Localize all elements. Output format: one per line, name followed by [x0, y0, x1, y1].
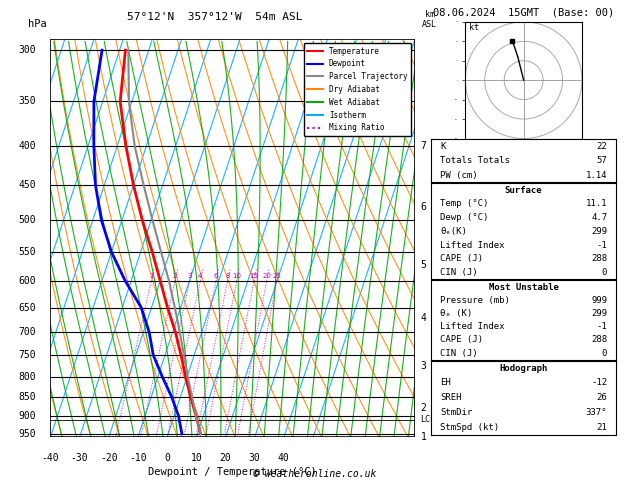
Text: Dewp (°C): Dewp (°C): [440, 213, 489, 222]
Text: ♥: ♥: [418, 329, 425, 335]
Text: 10: 10: [232, 273, 242, 279]
Text: CAPE (J): CAPE (J): [440, 335, 483, 345]
Text: 288: 288: [591, 335, 607, 345]
Text: 15: 15: [250, 273, 259, 279]
Text: Totals Totals: Totals Totals: [440, 156, 510, 165]
Text: 21: 21: [596, 423, 607, 432]
Text: Temp (°C): Temp (°C): [440, 199, 489, 208]
Text: ♥: ♥: [418, 431, 425, 437]
Text: hPa: hPa: [28, 19, 47, 29]
Text: θₑ(K): θₑ(K): [440, 227, 467, 236]
Text: StmSpd (kt): StmSpd (kt): [440, 423, 499, 432]
Text: Lifted Index: Lifted Index: [440, 322, 504, 331]
Text: 300: 300: [18, 45, 36, 55]
Text: 337°: 337°: [586, 408, 607, 417]
Text: 5: 5: [421, 260, 426, 270]
Text: 3: 3: [421, 361, 426, 371]
Text: PW (cm): PW (cm): [440, 171, 478, 180]
Text: Surface: Surface: [505, 186, 542, 194]
Text: 1: 1: [149, 273, 153, 279]
Text: Hodograph: Hodograph: [499, 364, 548, 373]
Text: 550: 550: [18, 247, 36, 257]
Text: -30: -30: [70, 453, 88, 463]
Text: SREH: SREH: [440, 393, 462, 402]
Text: ♥: ♥: [418, 374, 425, 380]
Text: Most Unstable: Most Unstable: [489, 282, 559, 292]
Text: -1: -1: [596, 241, 607, 250]
Text: 0: 0: [164, 453, 170, 463]
Text: 0: 0: [602, 268, 607, 277]
Text: 999: 999: [591, 295, 607, 305]
Text: 2: 2: [173, 273, 177, 279]
Text: K: K: [440, 142, 445, 151]
Text: 1.14: 1.14: [586, 171, 607, 180]
Text: 299: 299: [591, 309, 607, 318]
Text: 20: 20: [262, 273, 271, 279]
Text: 299: 299: [591, 227, 607, 236]
Text: 11.1: 11.1: [586, 199, 607, 208]
Text: 3: 3: [187, 273, 192, 279]
Text: 700: 700: [18, 327, 36, 337]
Text: CAPE (J): CAPE (J): [440, 254, 483, 263]
Text: 500: 500: [18, 215, 36, 225]
Text: 850: 850: [18, 392, 36, 402]
Text: Pressure (mb): Pressure (mb): [440, 295, 510, 305]
Text: ♥: ♥: [418, 394, 425, 400]
Text: 350: 350: [18, 97, 36, 106]
Text: © weatheronline.co.uk: © weatheronline.co.uk: [253, 469, 376, 479]
Text: 08.06.2024  15GMT  (Base: 00): 08.06.2024 15GMT (Base: 00): [433, 7, 615, 17]
Text: CIN (J): CIN (J): [440, 348, 478, 358]
Text: 288: 288: [591, 254, 607, 263]
Text: θₑ (K): θₑ (K): [440, 309, 472, 318]
Text: 450: 450: [18, 180, 36, 190]
Text: 26: 26: [596, 393, 607, 402]
Text: 20: 20: [220, 453, 231, 463]
Text: 4: 4: [421, 312, 426, 323]
Legend: Temperature, Dewpoint, Parcel Trajectory, Dry Adiabat, Wet Adiabat, Isotherm, Mi: Temperature, Dewpoint, Parcel Trajectory…: [304, 43, 411, 136]
Text: 6: 6: [421, 202, 426, 211]
Text: 8: 8: [225, 273, 230, 279]
Text: LCL: LCL: [421, 415, 436, 424]
Text: -20: -20: [100, 453, 118, 463]
Text: km
ASL: km ASL: [422, 10, 437, 29]
Text: 40: 40: [278, 453, 290, 463]
Text: 600: 600: [18, 276, 36, 286]
Text: 6: 6: [214, 273, 218, 279]
Text: Mixing Ratio (g/kg): Mixing Ratio (g/kg): [443, 187, 452, 289]
Text: -40: -40: [42, 453, 59, 463]
Text: 57°12'N  357°12'W  54m ASL: 57°12'N 357°12'W 54m ASL: [126, 12, 303, 22]
Text: CIN (J): CIN (J): [440, 268, 478, 277]
Text: 57: 57: [596, 156, 607, 165]
Text: 950: 950: [18, 429, 36, 439]
Text: 2: 2: [421, 403, 426, 414]
Text: -12: -12: [591, 379, 607, 387]
Text: 4: 4: [198, 273, 203, 279]
Text: 400: 400: [18, 141, 36, 151]
Text: ♥: ♥: [418, 47, 425, 53]
Text: 10: 10: [191, 453, 202, 463]
Text: ♥: ♥: [418, 413, 425, 419]
Text: EH: EH: [440, 379, 451, 387]
Text: Dewpoint / Temperature (°C): Dewpoint / Temperature (°C): [148, 468, 317, 477]
Text: 800: 800: [18, 372, 36, 382]
Text: 30: 30: [248, 453, 260, 463]
Text: Lifted Index: Lifted Index: [440, 241, 504, 250]
Text: 650: 650: [18, 303, 36, 312]
Text: StmDir: StmDir: [440, 408, 472, 417]
Text: -1: -1: [596, 322, 607, 331]
Text: 25: 25: [272, 273, 281, 279]
Text: 7: 7: [421, 141, 426, 151]
Text: 22: 22: [596, 142, 607, 151]
Text: 1: 1: [421, 433, 426, 442]
Text: 750: 750: [18, 350, 36, 360]
Text: ♥: ♥: [418, 217, 425, 223]
Text: 0: 0: [602, 348, 607, 358]
Text: -10: -10: [129, 453, 147, 463]
Text: 4.7: 4.7: [591, 213, 607, 222]
Text: 900: 900: [18, 411, 36, 421]
Text: kt: kt: [469, 23, 479, 32]
